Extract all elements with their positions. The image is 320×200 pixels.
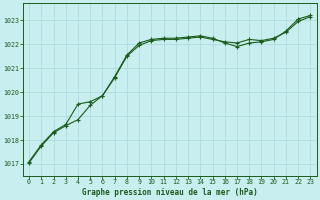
X-axis label: Graphe pression niveau de la mer (hPa): Graphe pression niveau de la mer (hPa) — [82, 188, 258, 197]
